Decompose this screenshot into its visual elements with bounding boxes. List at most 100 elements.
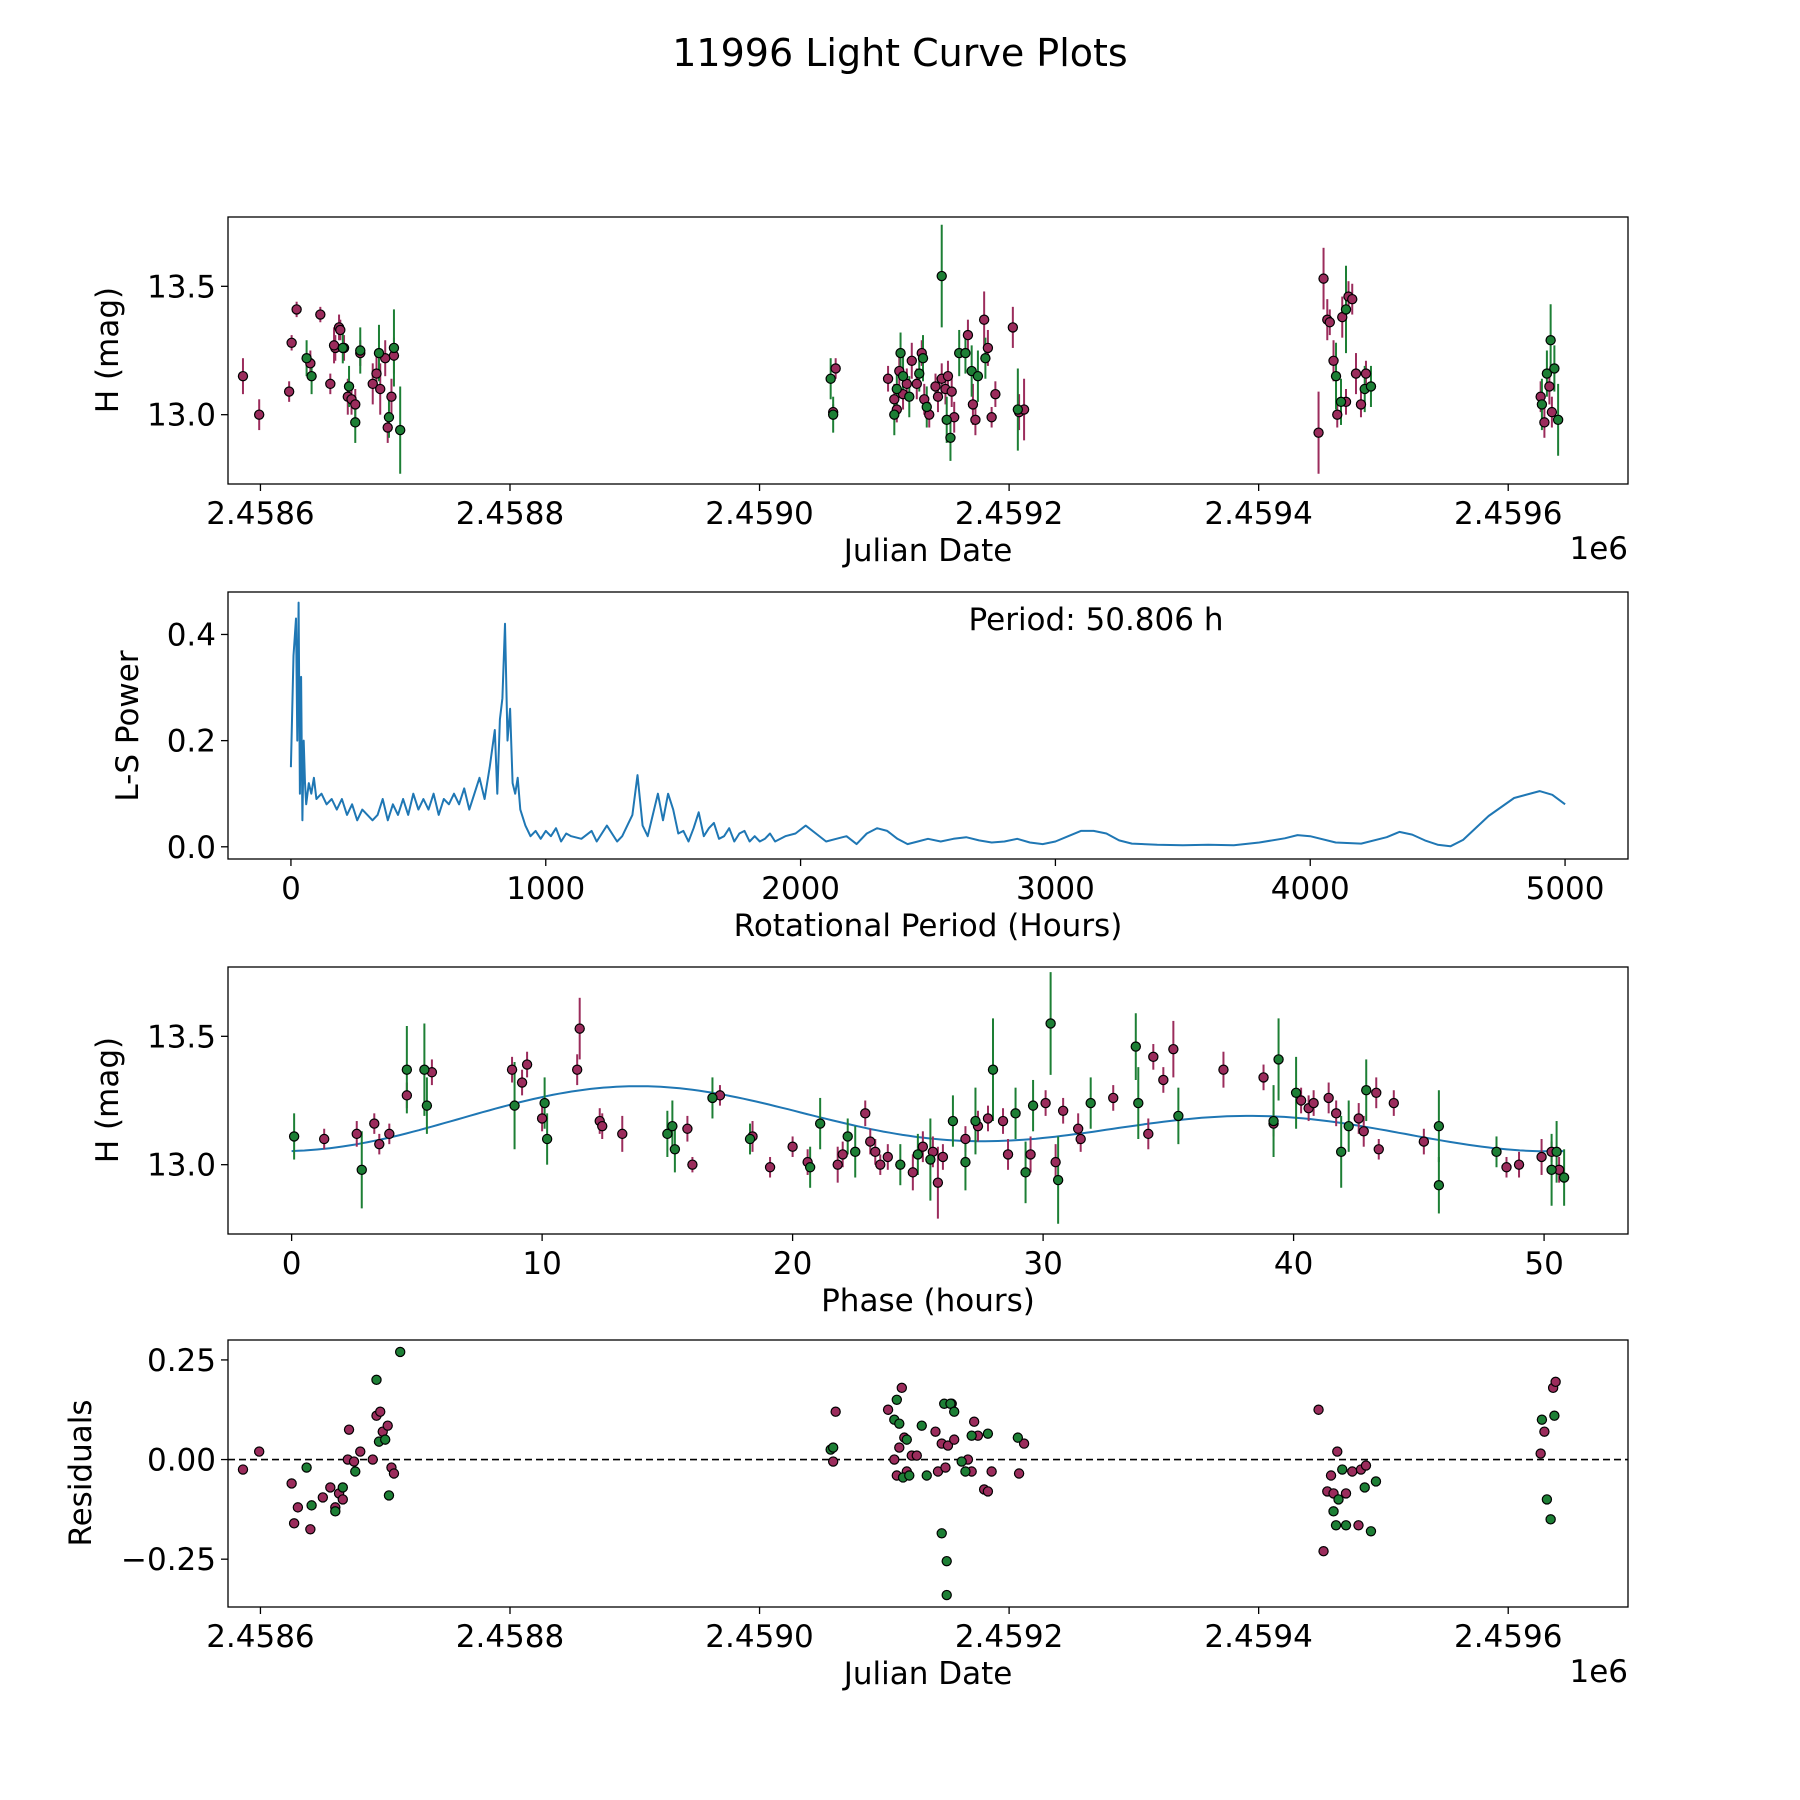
data-point-green — [1130, 1041, 1141, 1052]
data-point-green — [1370, 1476, 1382, 1487]
data-point-green — [912, 1149, 924, 1160]
data-point-magenta — [986, 412, 997, 423]
data-point-green — [895, 347, 906, 359]
data-point-magenta — [350, 399, 361, 410]
data-point-green — [1541, 368, 1553, 379]
data-point-magenta — [932, 1177, 944, 1188]
data-point-magenta — [949, 1434, 960, 1445]
data-point-green — [662, 1128, 673, 1140]
data-point-green — [1433, 1180, 1445, 1191]
data-point-green — [1012, 1432, 1024, 1443]
data-point-magenta — [506, 1064, 518, 1075]
data-point-magenta — [371, 368, 382, 379]
data-point-magenta — [369, 1118, 380, 1129]
residuals-axes-frame — [227, 1339, 1629, 1608]
figure-title: 11996 Light Curve Plots — [672, 31, 1127, 75]
periodogram-xtick-label: 2000 — [761, 871, 840, 907]
data-point-green — [1340, 1520, 1352, 1531]
lightcurve-xtick-label: 2.4592 — [955, 496, 1063, 532]
data-point-green — [1052, 1174, 1064, 1186]
residuals-ytick-label: 0.25 — [147, 1343, 216, 1379]
data-point-green — [889, 409, 900, 420]
data-point-magenta — [1040, 1097, 1051, 1109]
data-point-magenta — [917, 1141, 929, 1152]
data-point-magenta — [367, 378, 378, 390]
periodogram-ytick-label: 0.2 — [167, 724, 216, 760]
data-point-magenta — [1360, 368, 1372, 379]
data-point-magenta — [1328, 355, 1339, 366]
data-point-magenta — [286, 337, 297, 348]
lightcurve-axes-frame — [227, 216, 1629, 485]
data-point-magenta — [1539, 417, 1550, 428]
data-point-green — [904, 1470, 915, 1481]
data-point-green — [921, 1470, 932, 1481]
data-point-magenta — [982, 1486, 994, 1497]
lightcurve-panel: 2.4586 2.4588 2.4590 2.4592 2.4594 2.4596 13.0… — [90, 216, 1629, 569]
data-point-magenta — [388, 1468, 400, 1479]
residuals-xtick-label: 2.4594 — [1204, 1619, 1312, 1655]
data-point-magenta — [253, 1446, 265, 1457]
data-point-magenta — [1318, 1546, 1329, 1557]
data-point-green — [306, 1500, 317, 1511]
data-point-magenta — [1513, 1159, 1525, 1170]
data-point-green — [1546, 1164, 1557, 1176]
data-point-green — [1330, 370, 1342, 382]
data-point-magenta — [1501, 1162, 1512, 1173]
data-point-magenta — [1360, 1460, 1372, 1471]
data-point-magenta — [1258, 1072, 1269, 1083]
data-point-green — [388, 342, 400, 354]
data-point-green — [301, 1462, 312, 1473]
phased-xtick-label: 30 — [1023, 1246, 1062, 1282]
data-point-magenta — [1025, 1149, 1036, 1160]
data-point-green — [1541, 1494, 1553, 1505]
periodogram-xtick-label: 5000 — [1526, 871, 1605, 907]
data-point-green — [1012, 404, 1024, 415]
data-point-magenta — [930, 381, 941, 392]
data-point-magenta — [1324, 317, 1335, 328]
data-point-green — [350, 417, 361, 428]
lightcurve-xtick-label: 2.4588 — [456, 496, 564, 532]
phased-panel: 0 10 20 30 40 50 13.0 13.5 Phase (hours) H (mag) — [90, 966, 1629, 1319]
data-point-green — [350, 1466, 361, 1477]
data-point-green — [1359, 1482, 1370, 1493]
data-point-magenta — [1546, 406, 1558, 418]
data-point-green — [337, 342, 348, 354]
data-point-magenta — [305, 1524, 316, 1535]
lightcurve-xtick-label: 2.4596 — [1454, 496, 1562, 532]
data-point-green — [970, 1115, 981, 1127]
data-point-magenta — [367, 1454, 378, 1465]
data-point-green — [1361, 1085, 1372, 1096]
data-point-magenta — [1355, 399, 1367, 410]
data-point-green — [936, 270, 947, 282]
data-point-green — [1335, 1146, 1347, 1158]
data-point-green — [419, 1064, 430, 1075]
data-point-green — [667, 1120, 678, 1132]
data-point-magenta — [355, 1446, 366, 1457]
data-point-green — [891, 1394, 903, 1405]
data-point-magenta — [1158, 1074, 1169, 1086]
data-point-magenta — [970, 414, 981, 426]
residuals-ylabel: Residuals — [63, 1399, 99, 1546]
data-point-green — [949, 1406, 960, 1417]
data-point-magenta — [832, 1159, 843, 1170]
data-point-magenta — [1358, 1126, 1369, 1137]
data-point-green — [825, 373, 836, 384]
data-point-green — [306, 370, 317, 382]
data-point-magenta — [521, 1059, 533, 1070]
data-point-magenta — [865, 1136, 876, 1147]
data-point-green — [1328, 1506, 1339, 1517]
data-point-green — [1433, 1120, 1445, 1132]
data-point-green — [394, 1346, 406, 1358]
data-point-green — [947, 1115, 959, 1127]
data-point-green — [1173, 1110, 1184, 1122]
data-point-magenta — [1388, 1097, 1399, 1109]
chart-panels: 2.4586 2.4588 2.4590 2.4592 2.4594 2.4596 13.0… — [63, 216, 1629, 1692]
data-point-green — [1027, 1100, 1039, 1111]
data-point-green — [1365, 381, 1377, 392]
phased-data — [288, 972, 1570, 1224]
data-point-magenta — [982, 342, 994, 354]
data-point-green — [1010, 1108, 1021, 1119]
data-point-magenta — [1550, 1376, 1561, 1388]
data-point-magenta — [830, 363, 841, 374]
data-point-magenta — [967, 399, 979, 410]
